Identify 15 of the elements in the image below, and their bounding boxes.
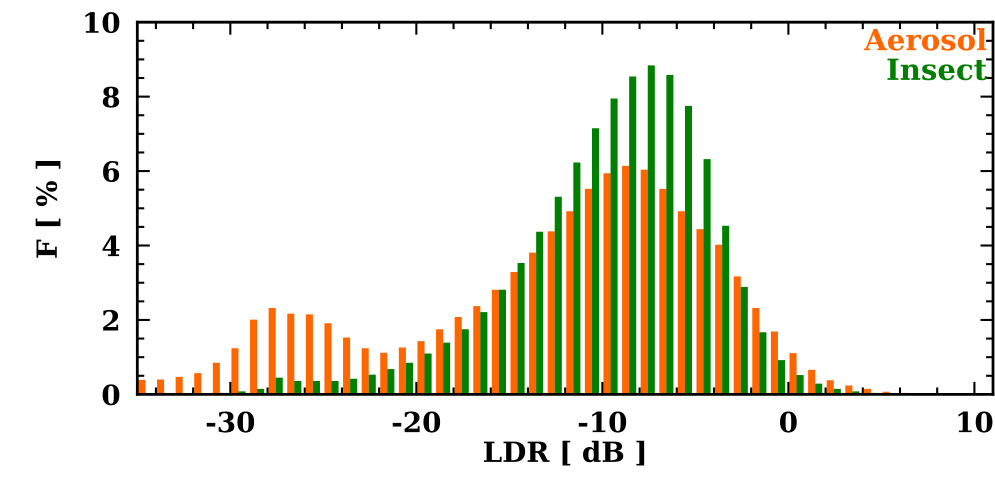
y-tick-label: 2 [103,310,118,331]
y-tick-label: 0 [102,384,120,406]
text: Aerosol [864,28,986,51]
y-tick-label: 10 [85,12,120,34]
y-tick-label: 6 [103,161,120,182]
y-tick-label: 8 [102,86,120,108]
x-tick-label: -20 [392,412,440,433]
x-tick-label: -10 [578,412,626,433]
x-tick-label: 10 [958,412,992,433]
x-axis-title: LDR [ dB ] [484,440,644,466]
x-tick-label: -30 [206,412,254,433]
y-tick-label: 4 [102,235,120,256]
x-tick-label: 0 [780,412,797,433]
text: Insect [887,58,988,80]
y-axis-title: F [ % ] [36,161,60,258]
